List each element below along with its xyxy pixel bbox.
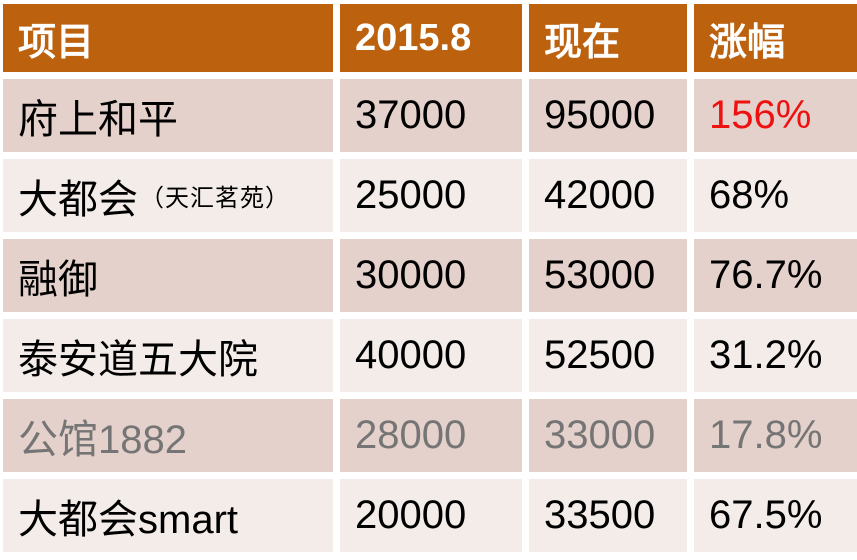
header-cell-now: 现在 <box>529 4 687 72</box>
cell-price-aug2015: 20000 <box>340 479 522 552</box>
cell-price-now: 53000 <box>529 239 687 312</box>
cell-change: 68% <box>694 159 857 232</box>
header-cell-project: 项目 <box>3 4 333 72</box>
cell-price-now: 33500 <box>529 479 687 552</box>
project-name: 融御 <box>18 257 98 302</box>
cell-project: 大都会 （天汇茗苑） <box>3 159 333 232</box>
project-name: 公馆1882 <box>18 417 187 462</box>
project-name: 府上和平 <box>18 97 178 142</box>
cell-price-now: 52500 <box>529 319 687 392</box>
cell-price-now: 42000 <box>529 159 687 232</box>
cell-project: 泰安道五大院 <box>3 319 333 392</box>
cell-project: 融御 <box>3 239 333 312</box>
header-cell-change: 涨幅 <box>694 4 857 72</box>
cell-price-aug2015: 37000 <box>340 79 522 152</box>
project-name: 大都会 <box>18 177 138 222</box>
cell-change: 17.8% <box>694 399 857 472</box>
cell-change: 67.5% <box>694 479 857 552</box>
cell-project: 府上和平 <box>3 79 333 152</box>
table-grid: 项目 2015.8 现在 涨幅 府上和平 37000 95000 156% 大都… <box>3 4 857 552</box>
cell-price-aug2015: 30000 <box>340 239 522 312</box>
header-cell-aug2015: 2015.8 <box>340 4 522 72</box>
cell-price-aug2015: 40000 <box>340 319 522 392</box>
cell-price-aug2015: 28000 <box>340 399 522 472</box>
cell-price-now: 33000 <box>529 399 687 472</box>
cell-price-aug2015: 25000 <box>340 159 522 232</box>
project-name: 大都会smart <box>18 497 238 542</box>
project-note: （天汇茗苑） <box>140 185 290 212</box>
cell-project: 公馆1882 <box>3 399 333 472</box>
cell-change: 76.7% <box>694 239 857 312</box>
cell-project: 大都会smart <box>3 479 333 552</box>
cell-change: 156% <box>694 79 857 152</box>
cell-change: 31.2% <box>694 319 857 392</box>
project-name: 泰安道五大院 <box>18 337 258 382</box>
cell-price-now: 95000 <box>529 79 687 152</box>
